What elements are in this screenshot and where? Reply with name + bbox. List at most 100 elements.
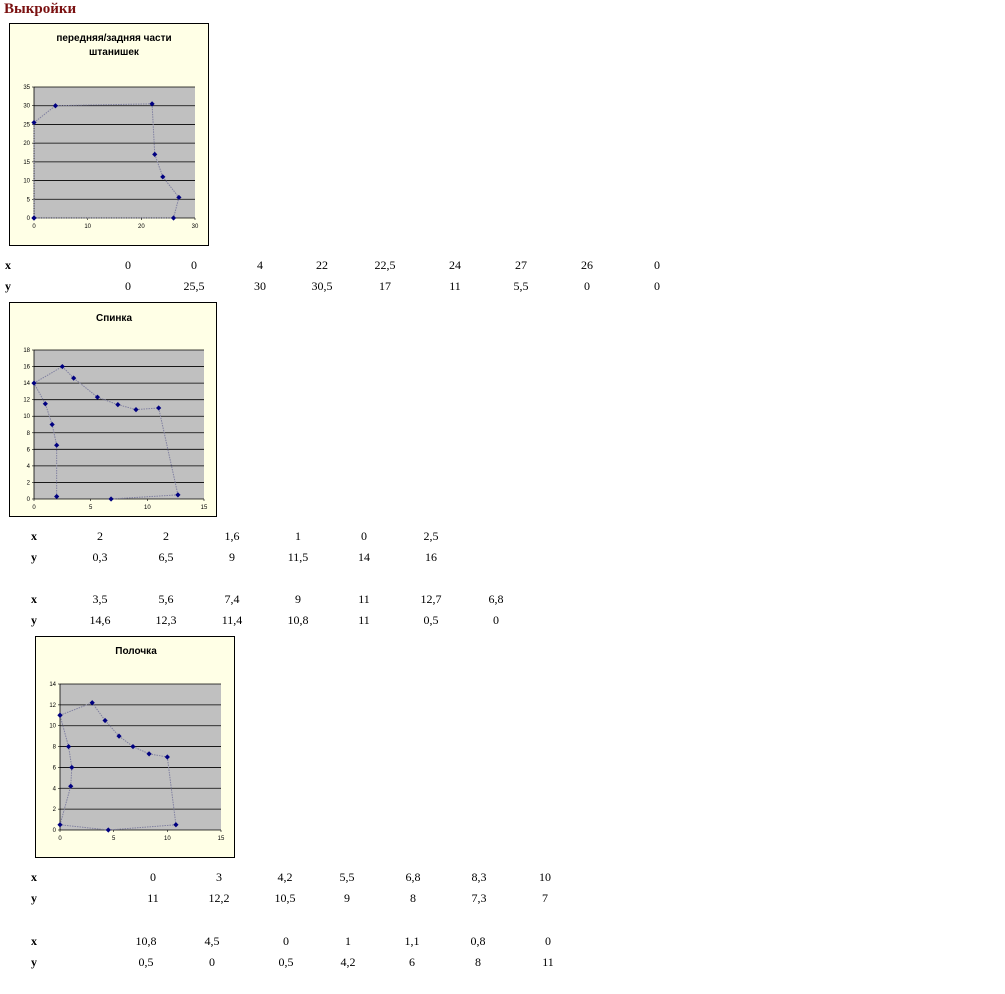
- y-value-cell: 11,4: [221, 613, 243, 627]
- x-tick-label: 5: [112, 836, 116, 842]
- x-tick-label: 10: [164, 836, 171, 842]
- row-header-y: y: [31, 550, 37, 564]
- data-point: [102, 717, 108, 724]
- x-tick-label: 5: [89, 505, 93, 511]
- x-value-cell: 8,3: [471, 870, 487, 884]
- x-value-cell: 27: [515, 258, 527, 272]
- x-tick-label: 0: [32, 224, 36, 230]
- x-value-cell: 2: [97, 529, 103, 543]
- x-value-cell: 3: [216, 870, 222, 884]
- data-point: [89, 700, 95, 706]
- x-value-cell: 24: [449, 258, 461, 272]
- x-value-cell: 12,7: [420, 592, 442, 606]
- data-point: [108, 496, 114, 502]
- data-point: [68, 783, 74, 789]
- data-point: [52, 103, 59, 109]
- x-value-cell: 0: [654, 258, 660, 272]
- series-segment: [44, 403, 53, 425]
- plot-area: [34, 350, 204, 499]
- plot-area: [60, 684, 221, 830]
- y-value-cell: 30,5: [311, 279, 333, 293]
- series-segment: [70, 767, 73, 787]
- row-header-x: x: [31, 870, 37, 884]
- x-value-cell: 4: [257, 258, 263, 272]
- data-point: [94, 394, 101, 400]
- y-tick-label: 4: [27, 464, 31, 470]
- x-value-cell: 0: [125, 258, 131, 272]
- series-segment: [108, 824, 176, 831]
- series-segment: [59, 702, 93, 716]
- y-tick-label: 0: [27, 216, 31, 222]
- y-tick-label: 0: [27, 497, 31, 503]
- y-tick-label: 25: [23, 122, 30, 128]
- y-value-cell: 0,3: [92, 550, 108, 564]
- x-value-cell: 0,8: [470, 934, 486, 948]
- series-segment: [132, 746, 150, 755]
- series-segment: [68, 746, 73, 768]
- x-value-cell: 6,8: [488, 592, 504, 606]
- data-point: [31, 215, 37, 221]
- series-segment: [118, 735, 134, 747]
- y-value-cell: 12,3: [155, 613, 177, 627]
- plot-area: [34, 87, 195, 218]
- x-tick-label: 0: [58, 836, 62, 842]
- x-value-cell: 0: [283, 934, 289, 948]
- y-tick-label: 2: [53, 807, 57, 813]
- x-value-cell: 0: [361, 529, 367, 543]
- data-point: [146, 751, 152, 757]
- data-point: [164, 754, 170, 760]
- y-tick-label: 12: [49, 703, 56, 709]
- x-value-cell: 1: [295, 529, 301, 543]
- y-value-cell: 0: [125, 279, 131, 293]
- series-segment: [151, 103, 156, 155]
- y-tick-label: 35: [23, 85, 30, 91]
- x-tick-label: 15: [218, 836, 225, 842]
- y-tick-label: 5: [27, 197, 31, 203]
- row-header-y: y: [31, 891, 37, 905]
- y-value-cell: 7: [542, 891, 548, 905]
- x-tick-label: 10: [84, 224, 91, 230]
- x-value-cell: 1,6: [224, 529, 240, 543]
- x-value-cell: 5,5: [339, 870, 355, 884]
- y-value-cell: 0,5: [278, 955, 294, 969]
- series-segment: [166, 756, 177, 825]
- x-value-cell: 4,5: [204, 934, 220, 948]
- y-value-cell: 16: [425, 550, 437, 564]
- page-title: Выкройки: [4, 1, 77, 17]
- data-point: [115, 402, 121, 408]
- x-value-cell: 22,5: [374, 258, 396, 272]
- y-value-cell: 0: [654, 279, 660, 293]
- chart-back: Спинка 0 2 4 6 8 10 12 14 16 18 0 5 10 15: [23, 313, 208, 511]
- data-point: [173, 822, 179, 828]
- row-header-y: y: [31, 955, 37, 969]
- y-value-cell: 14: [358, 550, 370, 564]
- y-value-cell: 0: [584, 279, 590, 293]
- chart-title: Полочка: [115, 646, 157, 657]
- y-tick-label: 10: [49, 724, 56, 730]
- x-tick-label: 30: [192, 224, 199, 230]
- y-tick-label: 12: [23, 398, 30, 404]
- data-point: [54, 442, 60, 448]
- x-value-cell: 5,6: [158, 592, 174, 606]
- y-tick-label: 15: [23, 160, 30, 166]
- y-tick-label: 14: [49, 682, 56, 688]
- y-tick-label: 18: [23, 348, 30, 354]
- y-tick-label: 8: [53, 745, 57, 751]
- series-segment: [149, 753, 168, 758]
- y-tick-label: 6: [53, 765, 57, 771]
- x-value-cell: 6,8: [405, 870, 421, 884]
- y-value-cell: 5,5: [513, 279, 529, 293]
- y-value-cell: 9: [344, 891, 350, 905]
- data-point: [57, 712, 63, 718]
- y-value-cell: 8: [410, 891, 416, 905]
- series-segment: [33, 382, 46, 405]
- row-header-x: x: [31, 529, 37, 543]
- y-tick-label: 20: [23, 141, 30, 147]
- row-header-x: x: [5, 258, 11, 272]
- y-value-cell: 11,5: [287, 550, 309, 564]
- data-point: [176, 194, 182, 201]
- row-header-y: y: [31, 613, 37, 627]
- row-header-x: x: [31, 592, 37, 606]
- x-value-cell: 4,2: [277, 870, 293, 884]
- chart-pants-frame: передняя/задняя части штанишек 0 5 10 15 20 25 3…: [9, 23, 209, 246]
